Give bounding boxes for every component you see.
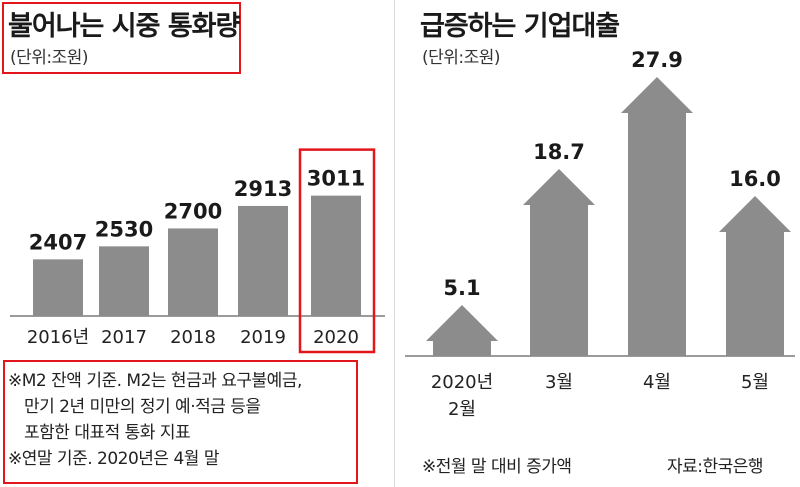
x-tick-label-0-1: 2월 (448, 399, 476, 420)
x-tick-label-0-0: 2020년 (431, 372, 493, 393)
note-line-4: ※연말 기준. 2020년은 4월 말 (8, 449, 219, 469)
note-line-3: 포함한 대표적 통화 지표 (24, 423, 191, 443)
arrow-bar-0 (426, 305, 498, 356)
corporate-loan-panel: 급증하는 기업대출 (단위:조원) 5.1 2020년 2월 18.7 3월 27.9 4월… (395, 0, 800, 487)
bar-3 (238, 205, 288, 316)
x-tick-label-3-0: 5월 (741, 372, 769, 393)
highlight-box (298, 148, 376, 354)
bar-value-label-3: 2913 (234, 177, 292, 201)
corporate-loan-arrow-chart: 5.1 2020년 2월 18.7 3월 27.9 4월 16.0 5월 (405, 48, 795, 420)
arrow-bar-3 (719, 196, 791, 356)
bar-value-label-2: 27.9 (631, 48, 683, 72)
bar-4 (311, 195, 361, 316)
x-tick-label-3: 2019 (240, 327, 286, 348)
chart-unit: (단위:조원) (422, 48, 501, 68)
bar-value-label-2: 2700 (164, 199, 222, 223)
x-tick-label-4: 2020 (313, 327, 359, 348)
money-supply-panel: 불어나는 시중 통화량 (단위:조원) 2407 2016년 2530 2017 270… (0, 0, 395, 487)
arrow-bar-1 (523, 169, 595, 356)
bar-value-label-0: 2407 (29, 230, 87, 254)
bar-1 (99, 246, 149, 316)
x-tick-label-1: 2017 (101, 327, 147, 348)
notes-highlight-box (3, 360, 358, 484)
note-line-2: 만기 2년 미만의 정기 예·적금 등을 (24, 397, 261, 417)
chart-title: 급증하는 기업대출 (420, 11, 620, 42)
footnote: ※전월 말 대비 증가액 (422, 457, 572, 477)
x-tick-label-2-0: 4월 (643, 372, 671, 393)
source: 자료:한국은행 (667, 457, 764, 477)
bar-value-label-3: 16.0 (729, 167, 781, 191)
chart-unit: (단위:조원) (10, 48, 89, 68)
bar-0 (33, 259, 83, 316)
chart-title: 불어나는 시중 통화량 (8, 11, 240, 42)
note-line-1: ※M2 잔액 기준. M2는 현금과 요구불예금, (8, 371, 302, 391)
bar-value-label-4: 3011 (307, 167, 365, 191)
arrow-bar-2 (621, 77, 693, 356)
bar-2 (168, 228, 218, 316)
bar-value-label-1: 18.7 (533, 140, 585, 164)
x-tick-label-0: 2016년 (27, 327, 89, 348)
bar-value-label-1: 2530 (95, 217, 153, 241)
money-supply-bar-chart: 2407 2016년 2530 2017 2700 2018 2913 2019 3011 202… (10, 148, 385, 354)
x-tick-label-2: 2018 (170, 327, 216, 348)
panel-divider (394, 0, 395, 487)
bar-value-label-0: 5.1 (443, 276, 480, 300)
title-highlight-box (2, 2, 241, 74)
x-tick-label-1-0: 3월 (545, 372, 573, 393)
